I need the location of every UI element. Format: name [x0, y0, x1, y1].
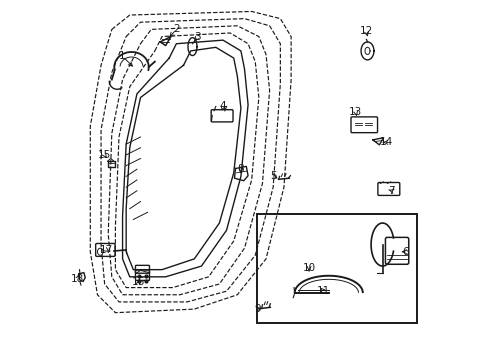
Text: 13: 13	[348, 107, 362, 117]
Text: 14: 14	[379, 138, 392, 147]
Text: 1: 1	[119, 51, 125, 61]
Text: 5: 5	[269, 171, 276, 181]
Text: 11: 11	[316, 286, 329, 296]
Text: 15: 15	[98, 150, 111, 160]
Text: 2: 2	[173, 24, 179, 35]
Text: 12: 12	[359, 26, 372, 36]
Text: 7: 7	[387, 186, 394, 196]
Text: 16: 16	[132, 277, 145, 287]
Bar	[257, 214, 416, 323]
Text: 9: 9	[254, 304, 260, 314]
Text: 8: 8	[237, 164, 244, 174]
Text: 4: 4	[219, 102, 226, 112]
Text: 17: 17	[100, 245, 113, 255]
Text: 18: 18	[71, 274, 84, 284]
Text: 3: 3	[194, 32, 201, 41]
Text: 6: 6	[402, 247, 408, 257]
Text: 10: 10	[302, 263, 315, 273]
